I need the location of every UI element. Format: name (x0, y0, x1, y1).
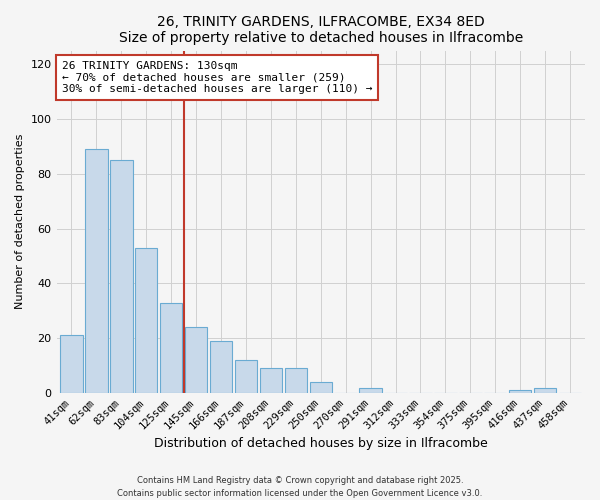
Y-axis label: Number of detached properties: Number of detached properties (15, 134, 25, 310)
Bar (534, 388, 556, 393)
Bar (85, 149, 107, 393)
Bar (310, 382, 332, 393)
Bar (160, 302, 182, 393)
Bar (235, 360, 257, 393)
Bar (110, 160, 133, 393)
Bar (60, 336, 83, 393)
Title: 26, TRINITY GARDENS, ILFRACOMBE, EX34 8ED
Size of property relative to detached : 26, TRINITY GARDENS, ILFRACOMBE, EX34 8E… (119, 15, 523, 45)
Bar (284, 368, 307, 393)
Text: Contains HM Land Registry data © Crown copyright and database right 2025.
Contai: Contains HM Land Registry data © Crown c… (118, 476, 482, 498)
X-axis label: Distribution of detached houses by size in Ilfracombe: Distribution of detached houses by size … (154, 437, 488, 450)
Text: 26 TRINITY GARDENS: 130sqm
← 70% of detached houses are smaller (259)
30% of sem: 26 TRINITY GARDENS: 130sqm ← 70% of deta… (62, 61, 373, 94)
Bar (359, 388, 382, 393)
Bar (210, 341, 232, 393)
Bar (135, 248, 157, 393)
Bar (509, 390, 532, 393)
Bar (260, 368, 282, 393)
Bar (185, 327, 208, 393)
